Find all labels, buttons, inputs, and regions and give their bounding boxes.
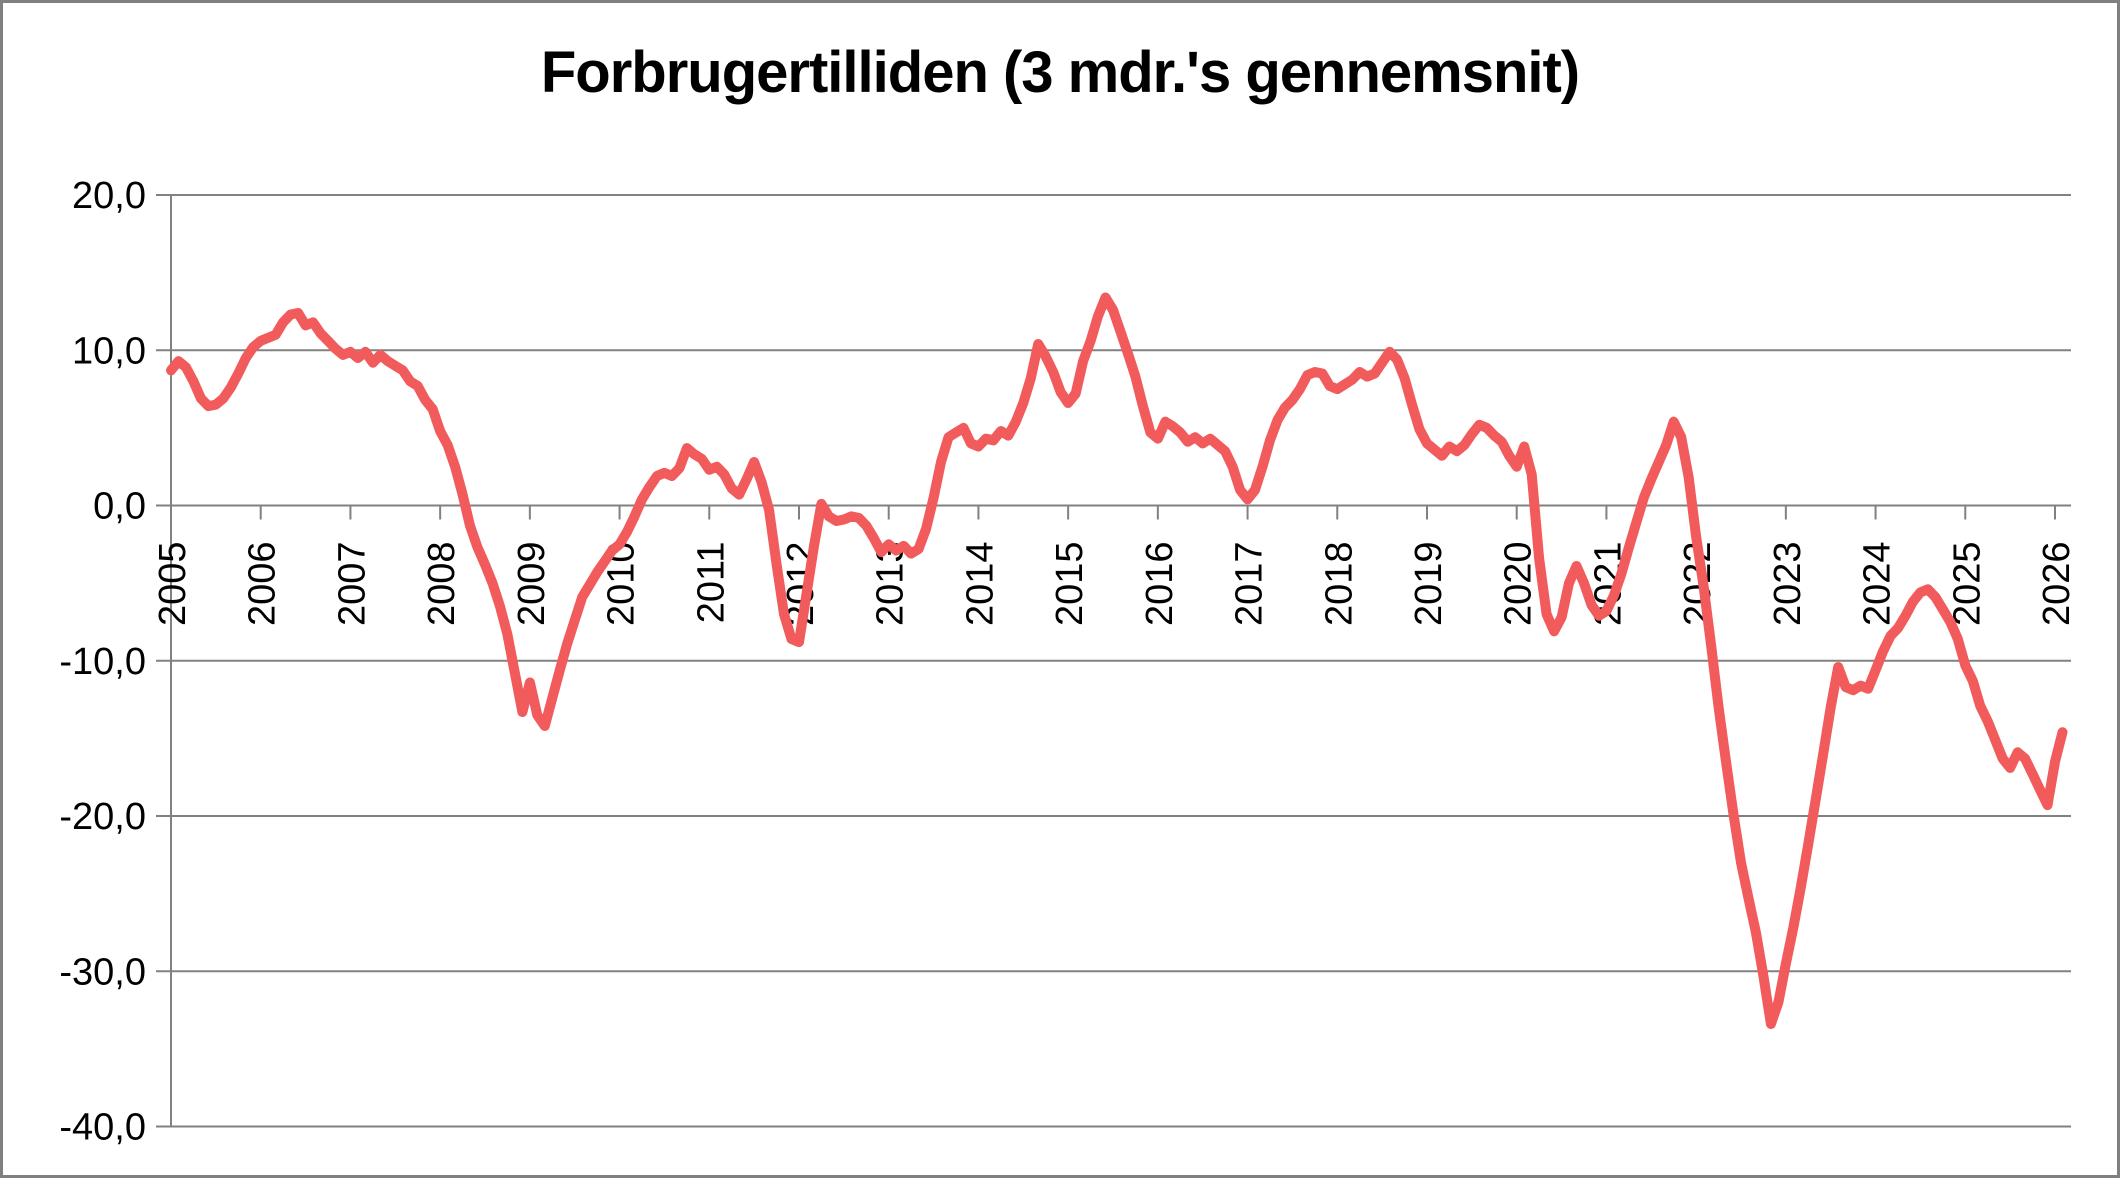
x-tick-label: 2008 — [421, 542, 463, 627]
x-tick-label: 2024 — [1857, 542, 1899, 627]
y-tick-label: -20,0 — [59, 796, 146, 838]
x-tick-label: 2014 — [959, 542, 1001, 627]
y-tick-label: -40,0 — [59, 1107, 146, 1149]
x-tick-label: 2007 — [331, 542, 373, 627]
x-tick-label: 2013 — [870, 542, 912, 627]
x-tick-label: 2018 — [1318, 542, 1360, 627]
x-tick-label: 2016 — [1139, 542, 1181, 627]
x-tick-label: 2006 — [242, 542, 284, 627]
x-tick-label: 2011 — [690, 542, 732, 624]
x-tick-label: 2023 — [1767, 542, 1809, 627]
x-tick-label: 2026 — [2036, 542, 2078, 627]
line-chart-canvas: 20,0 10,0 0,0 -10,0 -20,0 -30,0 -40,0 2005 2006 2… — [59, 175, 2078, 1149]
series-line — [166, 292, 2068, 1029]
x-tick-label: 2025 — [1946, 542, 1988, 627]
x-tick-label: 2017 — [1229, 542, 1271, 627]
x-tick-label: 2005 — [152, 542, 194, 627]
x-tick-label: 2019 — [1408, 542, 1450, 627]
y-tick-label: 20,0 — [72, 175, 146, 217]
y-tick-label: -10,0 — [59, 641, 146, 683]
y-tick-label: 0,0 — [93, 486, 146, 528]
x-tick-label: 2015 — [1049, 542, 1091, 627]
x-tick-label: 2009 — [511, 542, 553, 627]
y-tick-label: -30,0 — [59, 951, 146, 993]
chart-title: Forbrugertilliden (3 mdr.'s gennemsnit) — [540, 40, 1580, 105]
y-tick-label: 10,0 — [72, 330, 146, 372]
x-tick-label: 2020 — [1498, 542, 1540, 627]
